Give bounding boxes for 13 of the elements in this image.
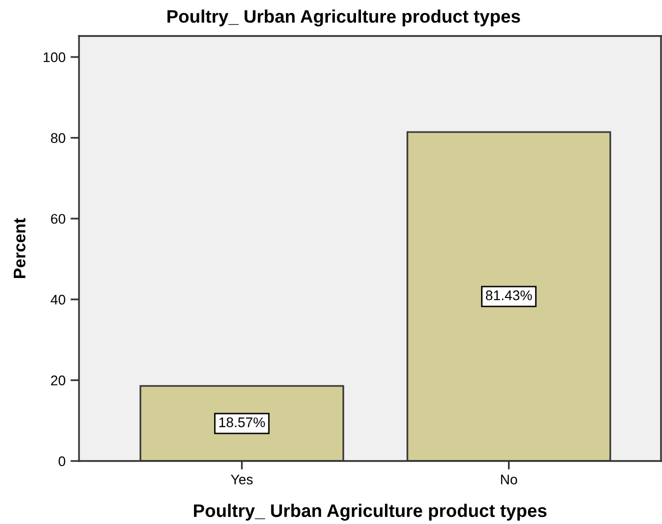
y-tick-label: 80	[50, 133, 66, 143]
y-axis-title: Percent	[14, 218, 26, 278]
y-tick-label: 20	[51, 376, 66, 386]
x-tick-label: Yes	[230, 474, 253, 484]
data-label: 81.43%	[486, 290, 532, 300]
data-label: 18.57%	[219, 417, 265, 428]
y-tick-label: 0	[58, 456, 66, 466]
y-tick-label: 100	[44, 52, 66, 62]
x-axis-title: Poultry_ Urban Agriculture product types	[194, 504, 547, 521]
y-tick-label: 40	[50, 294, 66, 305]
x-tick-label: No	[501, 474, 518, 484]
y-tick-label: 60	[51, 214, 66, 224]
chart-title: Poultry_ Urban Agriculture product types	[168, 10, 520, 26]
